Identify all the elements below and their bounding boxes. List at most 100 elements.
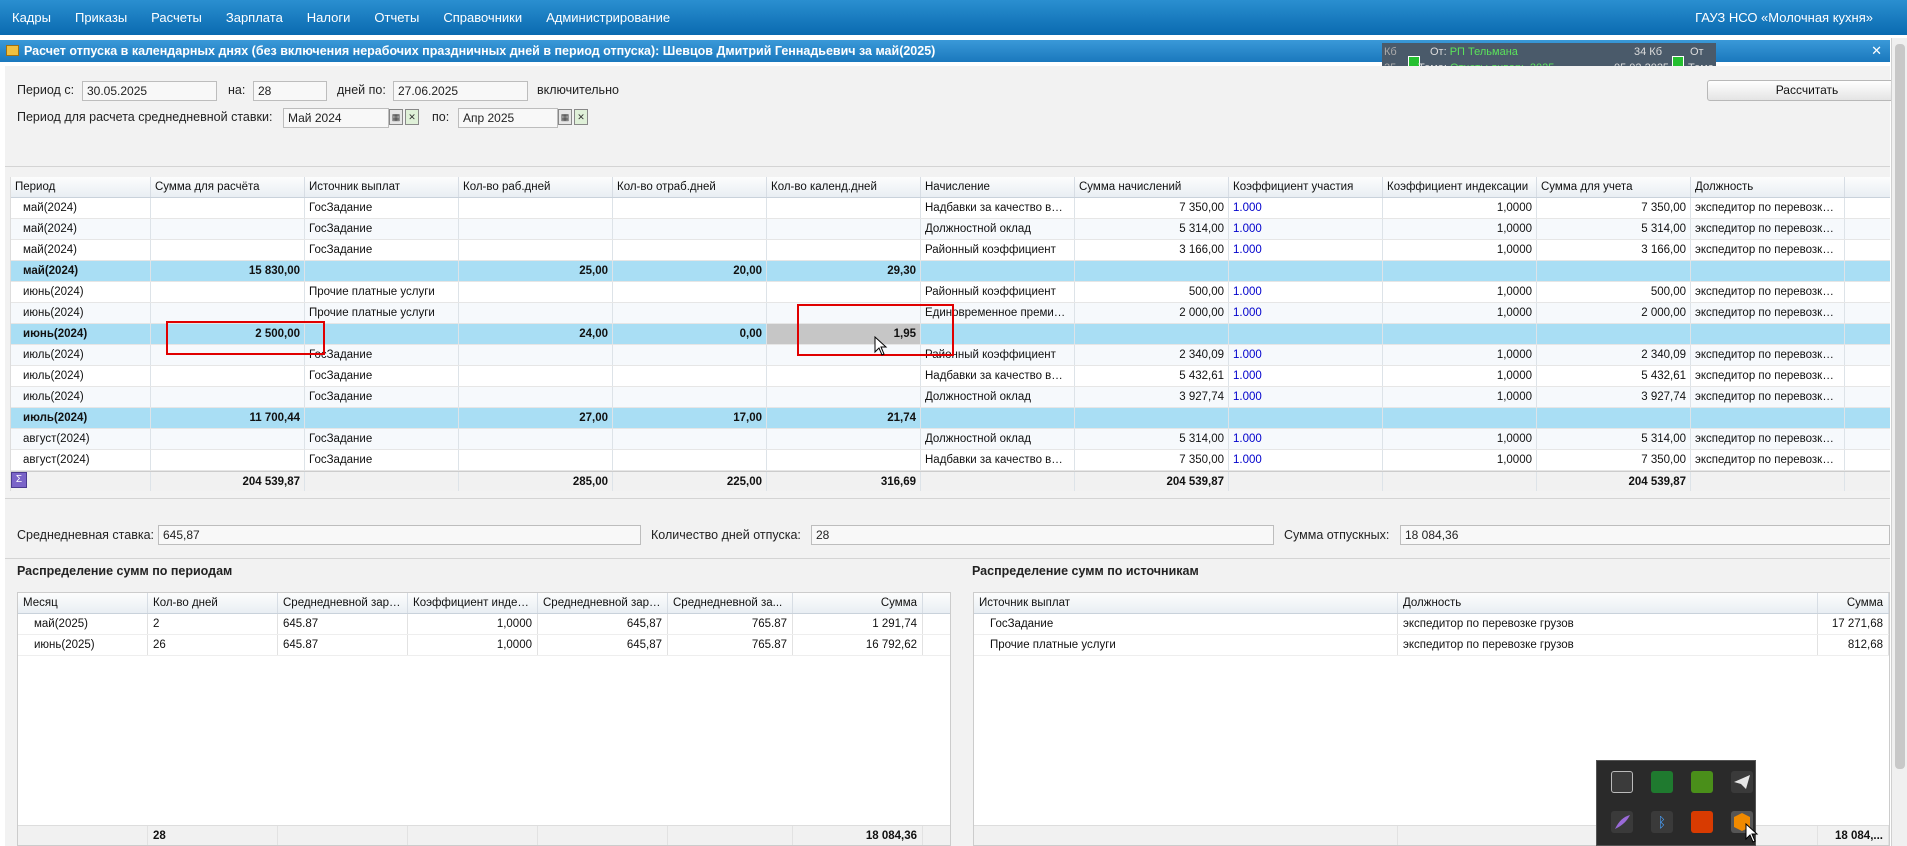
notification-from-label-2: От xyxy=(1690,46,1704,58)
bluetooth-icon[interactable]: ᛒ xyxy=(1651,811,1673,833)
table-cell xyxy=(767,303,921,323)
table-cell xyxy=(613,282,767,302)
telegram-icon[interactable] xyxy=(1731,771,1753,793)
shield-icon[interactable] xyxy=(1651,771,1673,793)
table-row[interactable]: июль(2024) ГосЗадание Надбавки за качество… xyxy=(11,366,1890,387)
table-row[interactable]: июль(2024) ГосЗадание Должностной оклад 3 9… xyxy=(11,387,1890,408)
menu-item-1[interactable]: Приказы xyxy=(74,10,128,25)
table-cell: 1,0000 xyxy=(1383,387,1537,407)
table-cell: 1.000 xyxy=(1229,345,1383,365)
avg-to-input[interactable]: Апр 2025 xyxy=(458,108,558,128)
clear-date-icon-2[interactable]: ✕ xyxy=(574,109,588,125)
menu-item-0[interactable]: Кадры xyxy=(12,10,51,25)
period-from-input[interactable]: 30.05.2025 xyxy=(82,81,217,101)
table-cell xyxy=(459,282,613,302)
table-cell xyxy=(1383,261,1537,281)
menu-item-7[interactable]: Администрирование xyxy=(546,10,671,25)
table-cell xyxy=(767,429,921,449)
table-row[interactable]: ГосЗадание экспедитор по перевозке грузов… xyxy=(974,614,1889,635)
table-row[interactable]: май(2024) ГосЗадание Районный коэффициент 3… xyxy=(11,240,1890,261)
table-cell xyxy=(459,303,613,323)
avg-from-input[interactable]: Май 2024 xyxy=(283,108,389,128)
page-scrollbar[interactable] xyxy=(1891,38,1907,846)
table-cell xyxy=(1229,408,1383,428)
table-cell xyxy=(151,219,305,239)
table-row[interactable]: июнь(2024) Прочие платные услуги Районный … xyxy=(11,282,1890,303)
table-cell: 20,00 xyxy=(613,261,767,281)
calculate-button[interactable]: Рассчитать xyxy=(1707,80,1907,101)
table-cell xyxy=(613,345,767,365)
table-cell: 7 350,00 xyxy=(1075,450,1229,470)
table-row[interactable]: май(2024) ГосЗадание Надбавки за качество … xyxy=(11,198,1890,219)
subtotal-row[interactable]: май(2024) 15 830,00 25,00 20,00 29,30 xyxy=(11,261,1890,282)
table-cell xyxy=(613,450,767,470)
table-cell xyxy=(151,366,305,386)
column-header: Среднедневной зара... xyxy=(538,593,668,613)
menu-item-4[interactable]: Налоги xyxy=(306,10,351,25)
periods-panel-title: Распределение сумм по периодам xyxy=(17,564,233,578)
table-cell: экспедитор по перевозке г... xyxy=(1691,282,1845,302)
office-icon[interactable] xyxy=(1691,811,1713,833)
table-cell xyxy=(1229,261,1383,281)
main-menu: Кадры Приказы Расчеты Зарплата Налоги Отчеты С… xyxy=(0,10,682,25)
column-header: Кол-во отраб.дней xyxy=(613,177,767,197)
clear-date-icon[interactable]: ✕ xyxy=(405,109,419,125)
totals-cell xyxy=(305,472,459,491)
sources-grid-header: Источник выплат Должность Сумма xyxy=(974,593,1889,614)
table-cell: 1,0000 xyxy=(408,614,538,634)
table-cell: 2 xyxy=(148,614,278,634)
table-row[interactable]: май(2024) ГосЗадание Должностной оклад 5 31… xyxy=(11,219,1890,240)
column-header: Период xyxy=(11,177,151,197)
table-cell xyxy=(151,240,305,260)
table-row[interactable]: июнь(2025) 26 645.87 1,0000 645,87 765.87 16 7… xyxy=(18,635,950,656)
footer-cell: 28 xyxy=(148,826,278,845)
table-cell: июль(2024) xyxy=(11,387,151,407)
table-row[interactable]: август(2024) ГосЗадание Надбавки за качест… xyxy=(11,450,1890,471)
avg-rate-label: Среднедневная ставка: xyxy=(17,528,155,542)
table-cell: 1.000 xyxy=(1229,282,1383,302)
table-cell: 5 314,00 xyxy=(1537,219,1691,239)
feather-icon[interactable] xyxy=(1611,811,1633,833)
days-input[interactable]: 28 xyxy=(253,81,327,101)
table-cell xyxy=(151,303,305,323)
usb-icon[interactable] xyxy=(1611,771,1633,793)
menu-item-5[interactable]: Отчеты xyxy=(374,10,420,25)
footer-cell: 18 084,... xyxy=(1818,826,1889,845)
vacation-sum-label: Сумма отпускных: xyxy=(1284,528,1390,542)
nvidia-icon[interactable] xyxy=(1691,771,1713,793)
table-cell xyxy=(459,219,613,239)
table-cell xyxy=(1691,408,1845,428)
calendar-icon[interactable]: ▦ xyxy=(389,109,403,125)
avg-to-label: по: xyxy=(432,110,450,124)
column-header: Коэффициент участия xyxy=(1229,177,1383,197)
calendar-icon-2[interactable]: ▦ xyxy=(558,109,572,125)
table-cell: 2 000,00 xyxy=(1075,303,1229,323)
notification-from: РП Тельмана xyxy=(1449,46,1518,58)
mouse-cursor-icon xyxy=(874,336,888,356)
table-cell: Районный коэффициент xyxy=(921,240,1075,260)
menu-item-2[interactable]: Расчеты xyxy=(151,10,202,25)
table-cell: ГосЗадание xyxy=(305,387,459,407)
menu-item-3[interactable]: Зарплата xyxy=(225,10,283,25)
menu-item-6[interactable]: Справочники xyxy=(443,10,523,25)
vacation-days-field[interactable]: 28 xyxy=(811,525,1274,545)
table-cell xyxy=(1383,324,1537,344)
close-icon[interactable]: ✕ xyxy=(1871,43,1882,58)
subtotal-row[interactable]: июль(2024) 11 700,44 27,00 17,00 21,74 xyxy=(11,408,1890,429)
table-cell: 26 xyxy=(148,635,278,655)
column-header: Сумма xyxy=(1818,593,1889,613)
table-row[interactable]: Прочие платные услуги экспедитор по перев… xyxy=(974,635,1889,656)
subtotal-row[interactable]: июнь(2024) 2 500,00 24,00 0,00 1,95 xyxy=(11,324,1890,345)
table-row[interactable]: май(2025) 2 645.87 1,0000 645,87 765.87 1 291,… xyxy=(18,614,950,635)
avg-rate-field[interactable]: 645,87 xyxy=(158,525,641,545)
accruals-grid-totals: 204 539,87 285,00 225,00 316,69 204 539,87 20… xyxy=(11,471,1890,491)
period-to-input[interactable]: 27.06.2025 xyxy=(393,81,528,101)
column-header: Начисление xyxy=(921,177,1075,197)
vacation-sum-field[interactable]: 18 084,36 xyxy=(1400,525,1890,545)
table-row[interactable]: август(2024) ГосЗадание Должностной оклад 5… xyxy=(11,429,1890,450)
scrollbar-thumb[interactable] xyxy=(1895,44,1905,769)
table-row[interactable]: июнь(2024) Прочие платные услуги Единоврем… xyxy=(11,303,1890,324)
inclusive-label: включительно xyxy=(537,83,619,97)
sum-icon[interactable]: Σ xyxy=(11,472,27,488)
totals-cell: 225,00 xyxy=(613,472,767,491)
